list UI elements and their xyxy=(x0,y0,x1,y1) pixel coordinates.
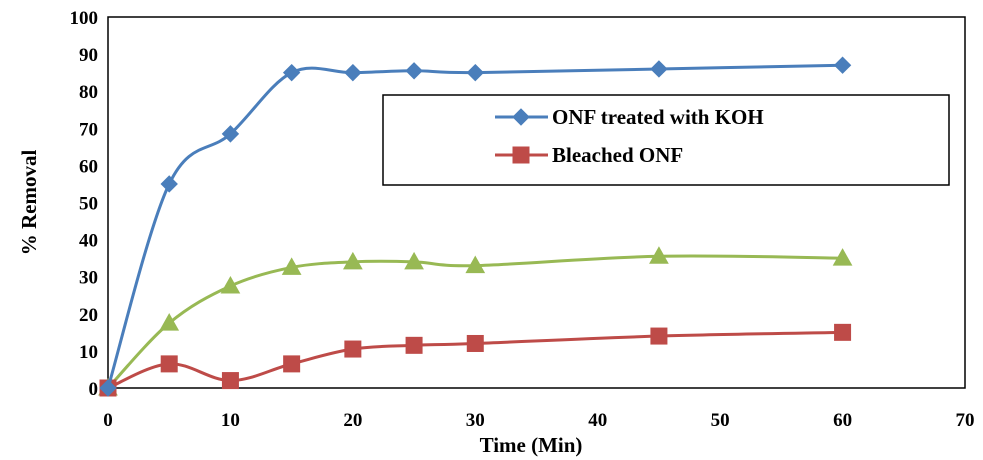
x-tick-label: 20 xyxy=(343,410,362,431)
series-layer xyxy=(98,56,853,397)
data-point xyxy=(159,313,180,331)
y-tick-label: 90 xyxy=(79,45,98,66)
data-point xyxy=(160,175,178,193)
series-1 xyxy=(99,323,852,397)
y-tick-label: 50 xyxy=(79,194,98,215)
y-tick-label: 40 xyxy=(79,231,98,252)
data-point xyxy=(404,251,424,270)
y-tick-label: 70 xyxy=(79,119,98,140)
data-point xyxy=(344,340,362,358)
legend-label: Bleached ONF xyxy=(552,143,683,167)
data-point xyxy=(465,255,486,274)
data-point xyxy=(466,63,484,82)
data-point xyxy=(405,336,423,354)
x-tick-label: 60 xyxy=(833,410,852,431)
y-tick-label: 10 xyxy=(79,342,98,363)
data-point xyxy=(221,125,240,143)
data-point xyxy=(405,62,423,80)
data-point xyxy=(343,251,363,270)
data-point xyxy=(99,379,117,397)
tick-labels: 0 10 20 30 40 50 60 70 80 90 100 0 10 20 30 40 50 60 70 xyxy=(70,8,975,431)
y-tick-label: 20 xyxy=(79,305,98,326)
y-tick-label: 60 xyxy=(79,156,98,177)
x-tick-label: 50 xyxy=(711,410,730,431)
data-point xyxy=(160,355,178,373)
legend-marker xyxy=(512,146,530,164)
data-point xyxy=(220,275,241,294)
legend-label: ONF treated with KOH xyxy=(552,105,764,129)
y-axis-title: % Removal xyxy=(17,150,41,256)
legend-marker xyxy=(512,108,530,126)
data-point xyxy=(649,246,669,264)
x-tick-label: 70 xyxy=(956,410,975,431)
data-point xyxy=(833,56,852,74)
x-tick-label: 10 xyxy=(221,410,240,431)
data-point xyxy=(650,327,668,345)
legend-box xyxy=(382,94,950,186)
data-point xyxy=(832,248,853,266)
y-tick-label: 30 xyxy=(79,268,98,289)
data-point xyxy=(344,63,362,82)
data-point xyxy=(282,63,301,82)
data-point xyxy=(283,355,301,373)
series-line xyxy=(106,254,843,390)
plot-area xyxy=(107,16,966,389)
data-point xyxy=(466,334,484,352)
data-point xyxy=(221,372,239,390)
x-tick-label: 40 xyxy=(588,410,607,431)
x-tick-label: 30 xyxy=(466,410,485,431)
y-tick-label: 80 xyxy=(79,82,98,103)
y-tick-label: 0 xyxy=(89,379,99,400)
series-0 xyxy=(99,56,852,397)
x-axis-title: Time (Min) xyxy=(480,433,583,457)
data-point xyxy=(281,257,302,275)
series-2 xyxy=(98,246,853,396)
x-tick-label: 0 xyxy=(103,410,113,431)
legend: ONF treated with KOH Bleached ONF xyxy=(382,94,950,186)
data-point xyxy=(650,60,668,78)
y-tick-label: 100 xyxy=(70,8,99,29)
data-point xyxy=(834,323,852,341)
